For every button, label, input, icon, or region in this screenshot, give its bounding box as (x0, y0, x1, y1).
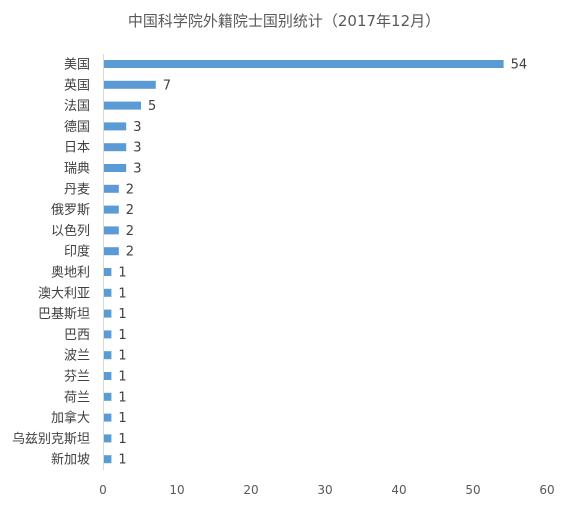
category-label: 新加坡 (51, 452, 90, 468)
bar (104, 80, 156, 89)
data-label: 1 (118, 453, 126, 468)
data-label: 1 (118, 370, 126, 385)
data-label: 2 (126, 245, 134, 260)
data-label: 3 (133, 162, 141, 177)
category-label: 巴基斯坦 (38, 307, 90, 322)
bar (104, 455, 112, 464)
data-label: 3 (133, 141, 141, 156)
data-label: 2 (126, 203, 134, 218)
category-label: 俄罗斯 (51, 203, 90, 218)
data-label: 1 (118, 286, 126, 301)
x-tick-label: 60 (539, 483, 554, 497)
category-label: 印度 (64, 244, 90, 260)
data-label: 54 (511, 58, 528, 73)
category-label: 澳大利亚 (38, 285, 90, 301)
bar (104, 101, 141, 110)
category-label: 奥地利 (51, 266, 90, 281)
bar (104, 226, 119, 235)
x-tick-label: 30 (317, 483, 332, 497)
bar (104, 247, 119, 256)
bar (104, 434, 112, 443)
bar (104, 143, 127, 152)
category-label: 乌兹别克斯坦 (12, 431, 90, 447)
bar (104, 268, 112, 276)
data-label: 1 (118, 266, 126, 281)
data-label: 3 (133, 120, 141, 135)
bar (104, 351, 112, 360)
data-label: 5 (148, 99, 156, 114)
category-label: 以色列 (51, 223, 90, 239)
data-label: 7 (163, 78, 171, 93)
data-label: 1 (118, 411, 126, 426)
bar (104, 205, 119, 214)
category-label: 巴西 (64, 328, 90, 343)
category-label: 波兰 (64, 349, 90, 364)
category-label: 芬兰 (64, 370, 90, 385)
data-label: 1 (118, 432, 126, 447)
bar (104, 164, 127, 172)
category-label: 美国 (64, 58, 90, 73)
x-tick-label: 0 (99, 483, 107, 497)
x-tick-label: 50 (465, 483, 480, 497)
category-label: 英国 (64, 78, 90, 93)
data-label: 2 (126, 224, 134, 239)
bar (104, 288, 112, 297)
data-label: 1 (118, 328, 126, 343)
data-label: 1 (118, 307, 126, 322)
bar (104, 372, 112, 380)
data-label: 1 (118, 390, 126, 405)
bar (104, 392, 112, 401)
category-label: 日本 (64, 141, 90, 156)
category-label: 法国 (64, 99, 90, 114)
category-label: 瑞典 (64, 162, 90, 177)
bar (104, 184, 119, 193)
category-label: 德国 (64, 120, 90, 135)
bar (104, 122, 127, 131)
data-label: 2 (126, 182, 134, 197)
data-label: 1 (118, 349, 126, 364)
bar (104, 60, 504, 68)
chart-title: 中国科学院外籍院士国别统计（2017年12月） (127, 12, 441, 30)
x-tick-label: 40 (391, 483, 406, 497)
bar (104, 309, 112, 318)
category-label: 加拿大 (51, 410, 90, 426)
bar (104, 330, 112, 339)
category-label: 荷兰 (64, 390, 90, 405)
x-tick-label: 20 (243, 483, 258, 497)
bar (104, 413, 112, 422)
x-tick-label: 10 (169, 483, 184, 497)
category-label: 丹麦 (64, 182, 90, 197)
